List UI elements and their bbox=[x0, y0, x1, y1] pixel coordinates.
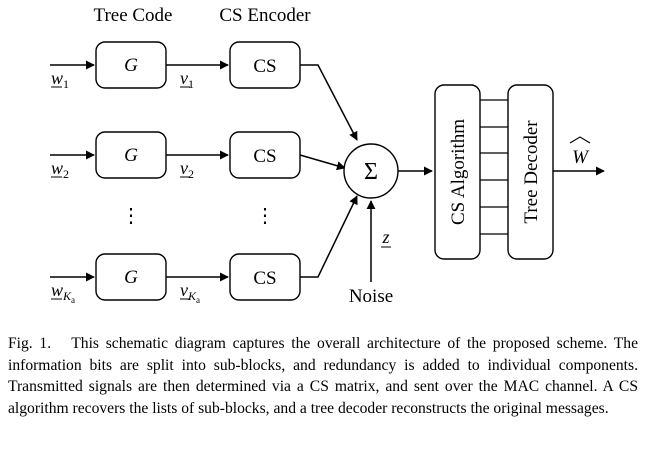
sigma-symbol: Σ bbox=[364, 159, 378, 185]
caption-prefix: Fig. 1. bbox=[8, 335, 52, 352]
g-label-1: G bbox=[124, 55, 138, 76]
input-wka: wKa bbox=[51, 280, 75, 305]
input-w2: w2 bbox=[51, 158, 69, 181]
mid-v1: v1 bbox=[180, 68, 194, 91]
system-diagram: Tree Code CS Encoder w1 G v1 CS w2 G v2 … bbox=[50, 5, 605, 307]
tree-code-header: Tree Code bbox=[94, 5, 173, 26]
mid-vka: vKa bbox=[180, 280, 200, 305]
tree-decoder-block bbox=[507, 84, 554, 260]
noise-label: Noise bbox=[349, 286, 393, 307]
ellipsis-tree-code: ⋮ bbox=[121, 205, 141, 227]
arrow-row2-to-sum bbox=[299, 154, 346, 171]
output-hat bbox=[569, 136, 591, 144]
arrow-row1-to-sum bbox=[300, 64, 358, 141]
tree-decoder-label: Tree Decoder bbox=[521, 120, 542, 224]
noise-z: z bbox=[381, 227, 389, 247]
cs-label-ka: CS bbox=[253, 268, 276, 289]
encoder-row-1: w1 G v1 CS bbox=[50, 41, 301, 91]
cs-label-1: CS bbox=[253, 56, 276, 77]
mid-v2: v2 bbox=[180, 158, 194, 181]
caption-text: This schematic diagram captures the over… bbox=[8, 335, 639, 417]
encoder-row-ka: wKa G vKa CS bbox=[50, 253, 301, 305]
cs-algorithm-block bbox=[434, 84, 481, 260]
encoder-row-2: w2 G v2 CS bbox=[50, 131, 301, 181]
cs-encoder-header: CS Encoder bbox=[219, 5, 311, 26]
g-label-2: G bbox=[124, 145, 138, 166]
arrow-rowka-to-sum bbox=[300, 195, 358, 278]
ellipsis-cs-encoder: ⋮ bbox=[255, 205, 275, 227]
input-w1: w1 bbox=[51, 68, 69, 91]
figure-caption: Fig. 1. This schematic diagram captures … bbox=[8, 333, 638, 419]
output-w: W bbox=[572, 147, 590, 168]
cs-label-2: CS bbox=[253, 146, 276, 167]
g-label-ka: G bbox=[124, 267, 138, 288]
cs-algorithm-label: CS Algorithm bbox=[448, 119, 469, 225]
decoder-links bbox=[480, 99, 508, 235]
